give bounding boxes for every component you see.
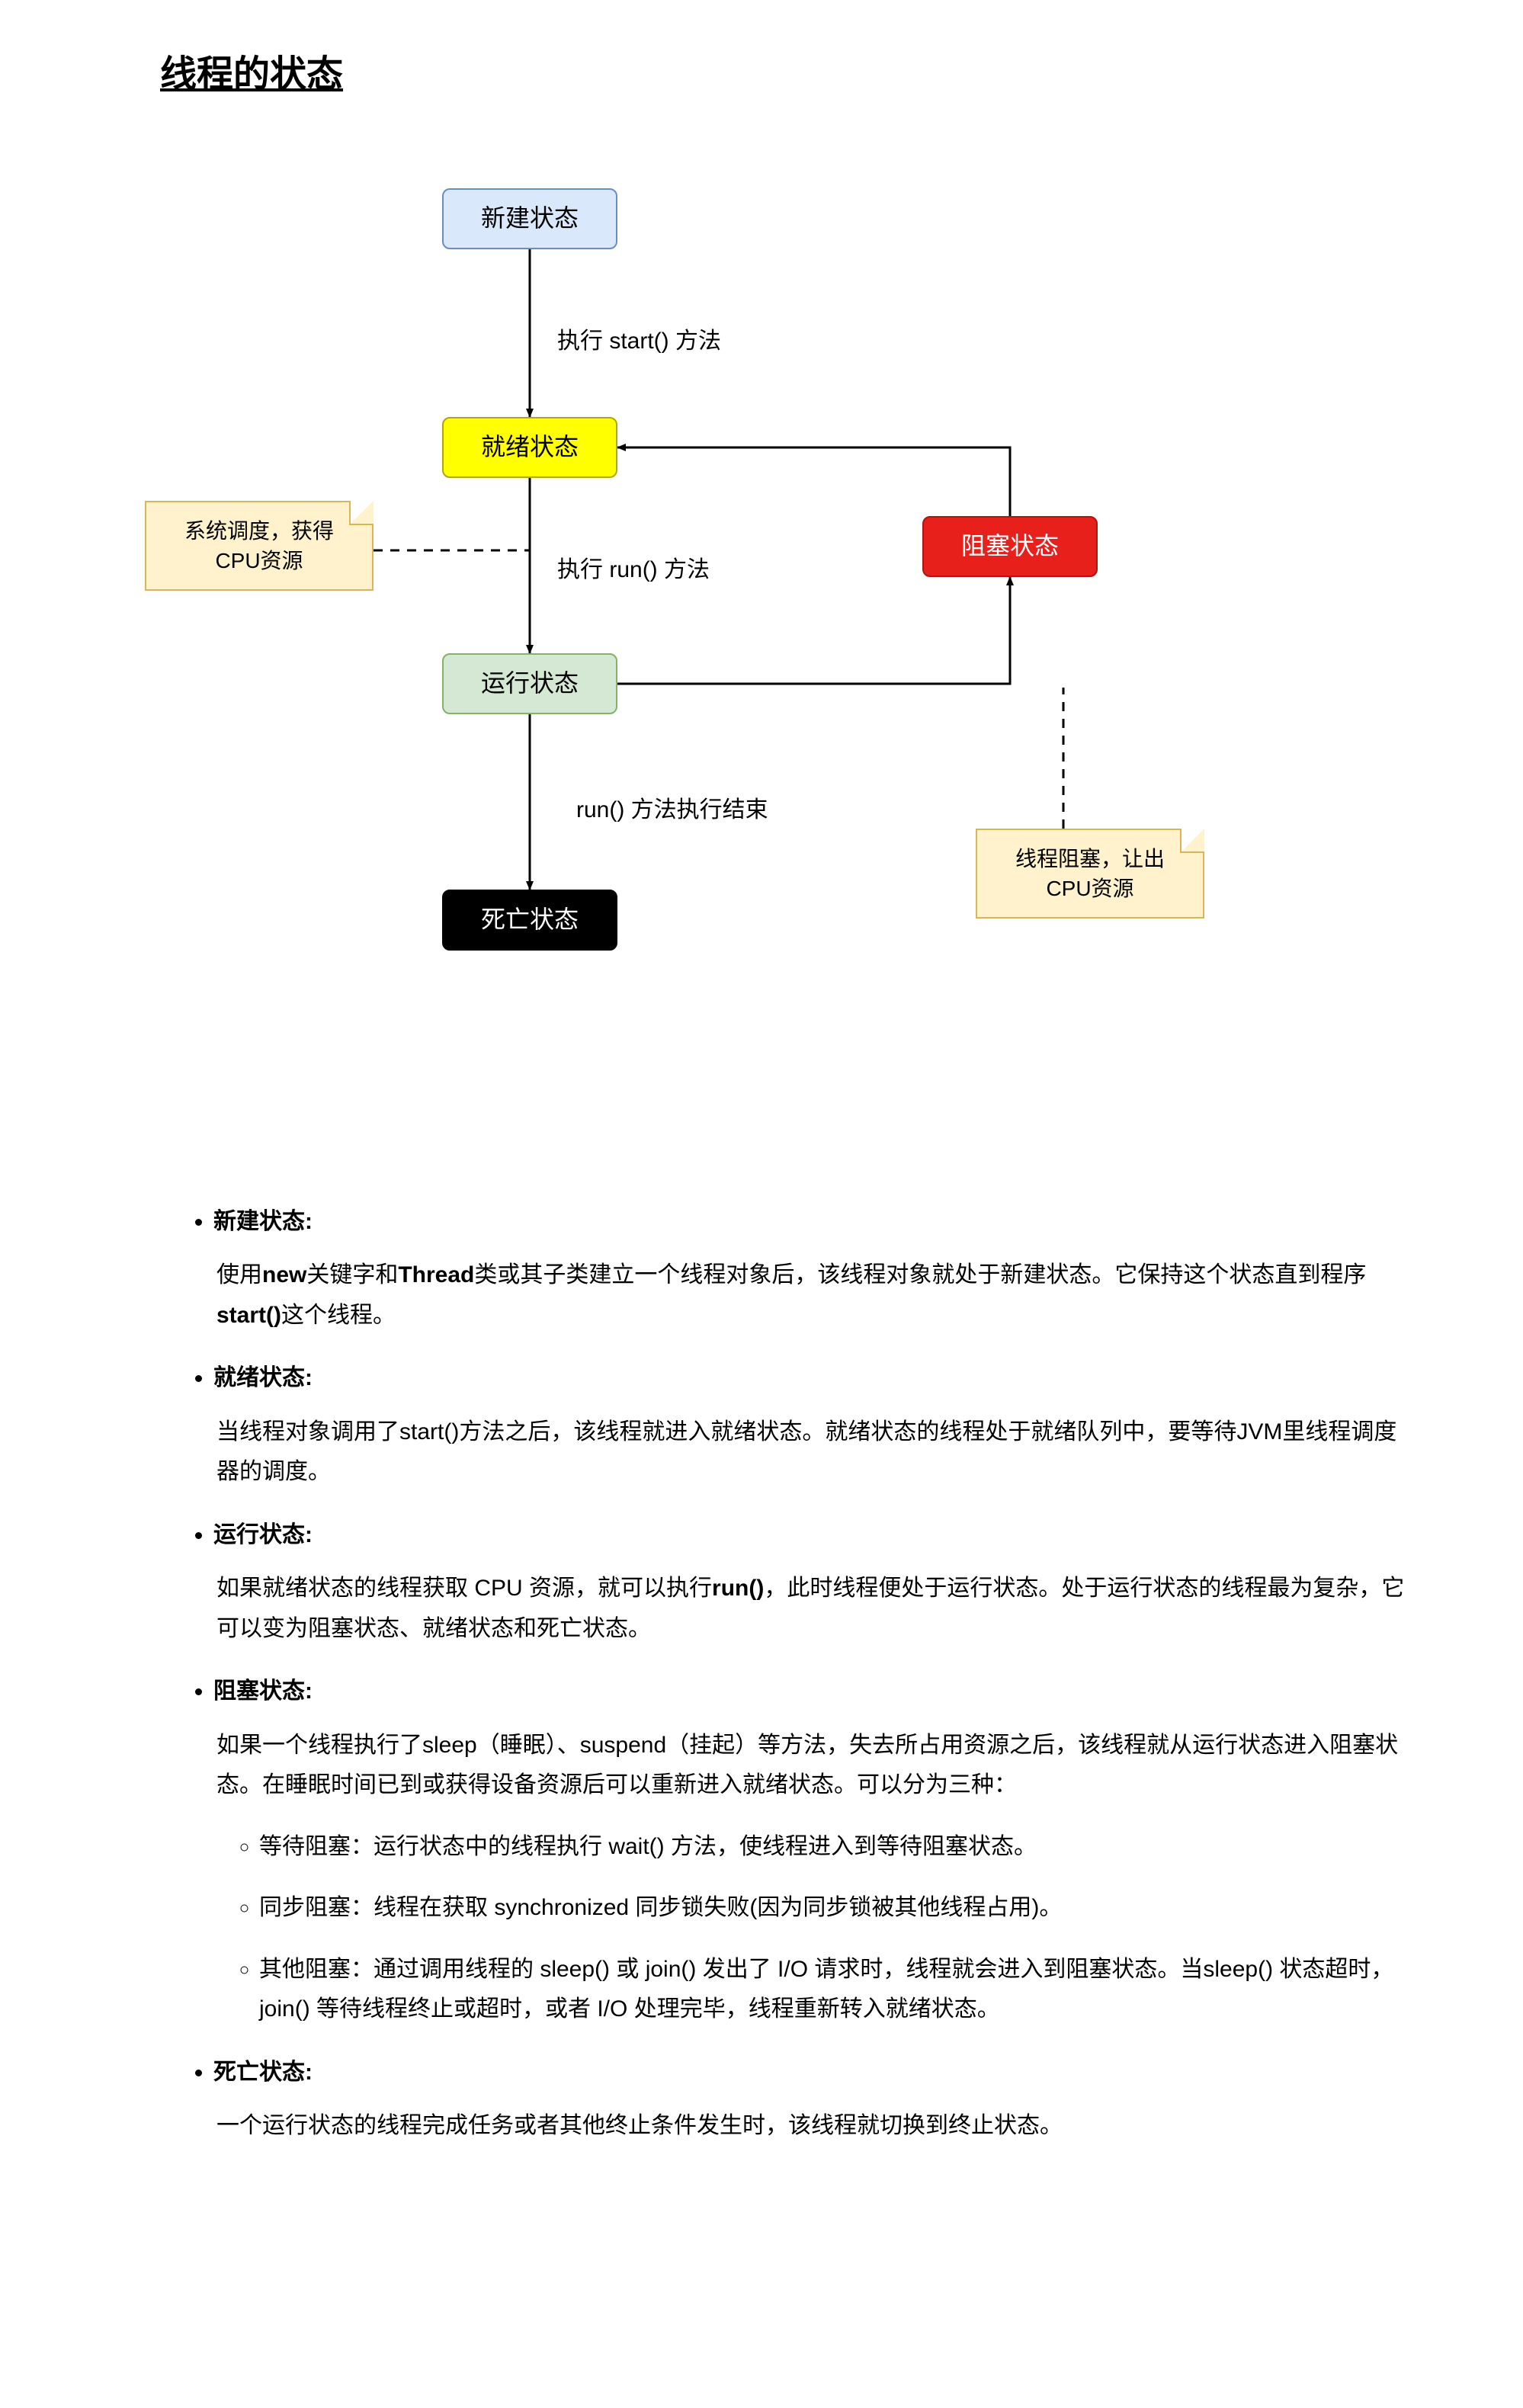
list-item-body: 如果就绪状态的线程获取 CPU 资源，就可以执行run()，此时线程便处于运行状…: [216, 1569, 1416, 1649]
node-ready: 就绪状态: [442, 417, 617, 478]
list-item-title: 就绪状态:: [213, 1358, 1416, 1399]
node-running: 运行状态: [442, 653, 617, 714]
list-item: 死亡状态: 一个运行状态的线程完成任务或者其他终止条件发生时，该线程就切换到终止状…: [213, 2053, 1416, 2147]
list-item-title: 运行状态:: [213, 1515, 1416, 1556]
page-title: 线程的状态: [160, 46, 1447, 104]
node-new: 新建状态: [442, 188, 617, 249]
diagram-arrows: [114, 165, 1334, 1156]
sub-list: 等待阻塞：运行状态中的线程执行 wait() 方法，使线程进入到等待阻塞状态。同…: [213, 1827, 1416, 2030]
list-item-title: 阻塞状态:: [213, 1672, 1416, 1712]
list-item-title: 死亡状态:: [213, 2053, 1416, 2093]
note-cpu-give: 线程阻塞，让出CPU资源: [976, 829, 1204, 919]
list-item: 运行状态: 如果就绪状态的线程获取 CPU 资源，就可以执行run()，此时线程便…: [213, 1515, 1416, 1650]
content-list-section: 新建状态: 使用new关键字和Thread类或其子类建立一个线程对象后，该线程对象…: [175, 1202, 1416, 2147]
list-item-body: 使用new关键字和Thread类或其子类建立一个线程对象后，该线程对象就处于新建…: [216, 1255, 1416, 1335]
note-cpu-get: 系统调度，获得CPU资源: [145, 501, 374, 591]
node-blocked: 阻塞状态: [922, 516, 1098, 577]
list-item-body: 如果一个线程执行了sleep（睡眠）、suspend（挂起）等方法，失去所占用资…: [216, 1726, 1416, 1806]
content-list: 新建状态: 使用new关键字和Thread类或其子类建立一个线程对象后，该线程对象…: [175, 1202, 1416, 2147]
list-item-body: 一个运行状态的线程完成任务或者其他终止条件发生时，该线程就切换到终止状态。: [216, 2106, 1416, 2147]
lbl-run: 执行 run() 方法: [553, 550, 714, 590]
edge-running-right-blocked-bottom: [617, 577, 1010, 684]
edge-blocked-top-ready-right: [617, 447, 1010, 516]
sub-list-item: 等待阻塞：运行状态中的线程执行 wait() 方法，使线程进入到等待阻塞状态。: [259, 1827, 1416, 1868]
node-dead: 死亡状态: [442, 890, 617, 951]
list-item: 新建状态: 使用new关键字和Thread类或其子类建立一个线程对象后，该线程对象…: [213, 1202, 1416, 1336]
thread-state-diagram: 新建状态就绪状态运行状态死亡状态 阻塞状态 系统调度，获得CPU资源线程阻塞，让出C…: [114, 165, 1334, 1156]
list-item: 就绪状态: 当线程对象调用了start()方法之后，该线程就进入就绪状态。就绪状态…: [213, 1358, 1416, 1493]
lbl-end: run() 方法执行结束: [572, 790, 773, 830]
list-item-title: 新建状态:: [213, 1202, 1416, 1242]
list-item: 阻塞状态: 如果一个线程执行了sleep（睡眠）、suspend（挂起）等方法，失…: [213, 1672, 1416, 2030]
lbl-start: 执行 start() 方法: [553, 322, 726, 361]
sub-list-item: 其他阻塞：通过调用线程的 sleep() 或 join() 发出了 I/O 请求…: [259, 1950, 1416, 2030]
sub-list-item: 同步阻塞：线程在获取 synchronized 同步锁失败(因为同步锁被其他线程…: [259, 1888, 1416, 1929]
list-item-body: 当线程对象调用了start()方法之后，该线程就进入就绪状态。就绪状态的线程处于…: [216, 1412, 1416, 1493]
